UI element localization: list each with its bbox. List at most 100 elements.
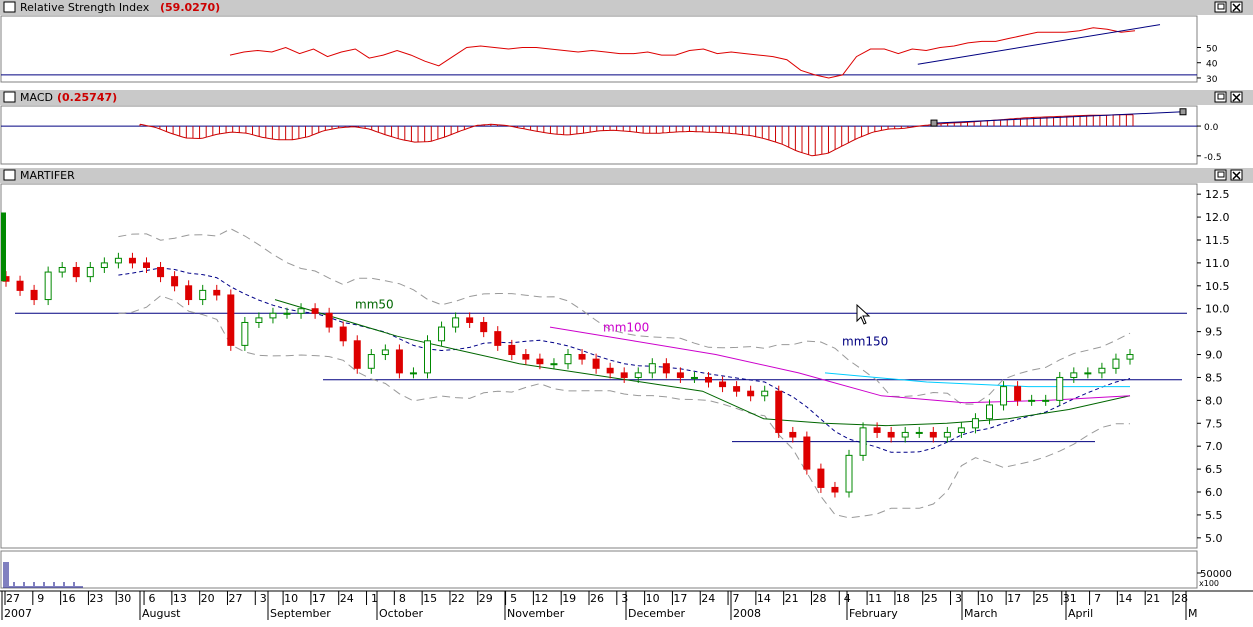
candle-body [494,331,502,346]
x-day-label: 17 [673,592,687,605]
macd-line [139,114,1133,157]
x-day-label: 27 [6,592,20,605]
x-day-label: 17 [312,592,326,605]
x-day-label: 14 [1118,592,1132,605]
x-day-label: 25 [924,592,938,605]
x-day-label: 3 [955,592,962,605]
x-day-label: 5 [510,592,517,605]
candle-body [325,312,333,328]
price-y-tick-label: 9.0 [1205,349,1223,362]
candle-body [255,317,263,323]
price-titlebar [0,168,1253,183]
x-day-label: 19 [562,592,576,605]
x-day-label: 21 [785,592,799,605]
x-month-label: March [964,607,998,620]
candle-body [957,427,965,433]
macd-panel: MACD (0.25747) -0.5 0.0 [0,90,1253,165]
candle-body [578,354,586,360]
price-panel: MARTIFER mm50 mm100 mm150 5.0 5.5 6.0 6.5 7.0 7… [0,168,1253,549]
candle-body [971,418,979,429]
x-day-label: 8 [399,592,406,605]
candle-body [634,372,642,378]
macd-restore-icon[interactable] [1214,91,1227,103]
candle-body [199,289,207,301]
x-day-label: 9 [37,592,44,605]
rsi-trendline [917,24,1161,65]
candle-body [395,349,403,374]
x-day-label: 20 [201,592,215,605]
candle-body [171,276,179,287]
close-icon-cross [1232,171,1241,180]
price-y-tick-label: 8.0 [1205,394,1223,407]
candle-body [536,358,544,365]
macd-y-axis: -0.5 0.0 [1197,123,1222,163]
candle-body [283,312,291,315]
macd-title: MACD [20,91,53,104]
rsi-y-tick-label: 40 [1206,60,1218,70]
annotation-mm50: mm50 [355,298,394,312]
candle-body [86,266,94,278]
candle-body [1070,372,1078,378]
x-day-label: 30 [117,592,131,605]
candle-body [269,312,277,319]
price-y-tick-label: 7.0 [1205,440,1223,453]
macd-handle [1179,108,1187,116]
x-day-label: 16 [62,592,76,605]
x-month-label: February [849,607,898,620]
x-day-label: 22 [451,592,465,605]
x-day-label: 1 [371,592,378,605]
candle-body [648,363,656,374]
candle-body [227,294,235,346]
mouse-cursor-icon [856,303,871,325]
x-day-label: 24 [701,592,715,605]
x-day-label: 7 [733,592,740,605]
candle-body [943,431,951,438]
candle-body [592,358,600,369]
price-y-tick-label: 8.5 [1205,371,1223,384]
price-close-icon[interactable] [1230,169,1243,181]
candle-body [705,376,712,383]
candle-body [297,308,305,314]
candle-body [873,427,881,433]
macd-close-icon[interactable] [1230,91,1243,103]
mm150-line [824,372,1130,388]
x-day-label: 10 [646,592,660,605]
x-month-label: September [270,607,331,620]
candle-body [690,376,698,379]
price-y-tick-label: 9.5 [1205,326,1223,339]
price-plot: mm50 mm100 mm150 [1,212,1187,519]
candle-body [986,404,993,420]
candle-body [480,321,488,333]
candle-body [831,486,839,493]
macd-value: (0.25747) [57,91,117,104]
rsi-close-icon[interactable] [1230,1,1243,13]
macd-y-tick-label: -0.5 [1204,153,1222,163]
x-day-label: 15 [423,592,437,605]
mm100-line [549,326,1131,404]
price-y-tick-label: 6.0 [1205,486,1223,499]
restore-icon-inner [1217,93,1225,100]
candle-body [662,363,670,374]
x-day-label: 23 [89,592,103,605]
x-day-label: 10 [979,592,993,605]
x-month-label: April [1068,607,1093,620]
rsi-value: (59.0270) [160,1,220,14]
candle-body [438,326,446,342]
price-y-tick-label: 6.5 [1205,463,1223,476]
rsi-restore-icon[interactable] [1214,1,1227,13]
rsi-title: Relative Strength Index [20,1,150,14]
candle-body [606,367,614,374]
first-candle [1,212,6,282]
x-month-label: December [628,607,686,620]
price-restore-icon[interactable] [1214,169,1227,181]
candle-body [409,372,417,375]
candle-body [143,262,150,268]
candle-body [58,266,66,273]
x-day-label: 3 [260,592,267,605]
candle-body [859,427,867,456]
x-day-label: 17 [1007,592,1021,605]
candle-body [775,390,783,433]
x-month-label: M [1188,607,1198,620]
candle-body [353,340,361,369]
